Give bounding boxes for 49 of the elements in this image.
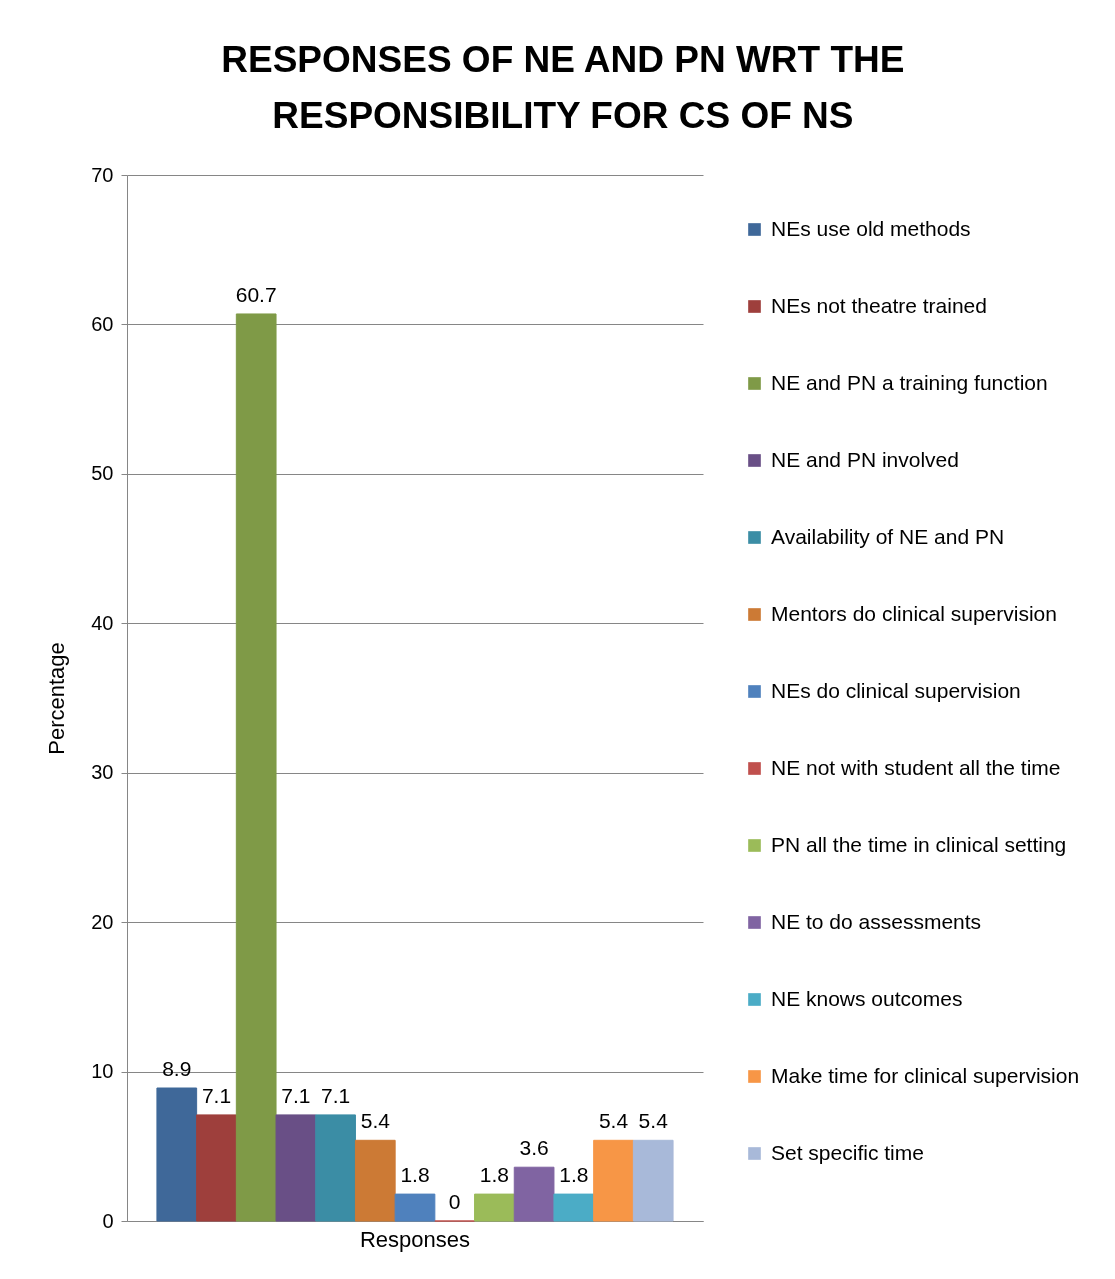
bar <box>632 1139 674 1222</box>
y-tick-label: 70 <box>91 163 114 186</box>
legend-label: NE and PN a training function <box>771 370 1048 394</box>
bar <box>394 1193 436 1222</box>
y-tick-label: 20 <box>91 910 114 933</box>
y-tick-label: 30 <box>91 761 114 784</box>
bar <box>275 1114 317 1222</box>
bar <box>156 1087 198 1222</box>
bar <box>315 1114 356 1222</box>
y-tick-label: 0 <box>102 1209 114 1232</box>
legend-label: NE not with student all the time <box>771 755 1061 779</box>
bar <box>196 1114 237 1222</box>
bar <box>235 313 277 1222</box>
bar <box>513 1166 555 1222</box>
data-label: 5.4 <box>360 1109 391 1133</box>
legend-label: NE to do assessments <box>771 909 982 933</box>
legend-label: Mentors do clinical supervision <box>771 601 1057 625</box>
bar <box>474 1193 515 1222</box>
bar <box>354 1139 396 1222</box>
y-tick-label: 60 <box>91 312 114 335</box>
data-label: 7.1 <box>281 1083 311 1107</box>
y-tick-label: 50 <box>91 462 114 485</box>
x-tick-label: Responses <box>359 1226 471 1252</box>
data-label: 8.9 <box>162 1057 192 1081</box>
data-label: 1.8 <box>479 1163 510 1187</box>
data-label: 5.4 <box>598 1109 629 1133</box>
legend-label: NEs do clinical supervision <box>771 678 1021 702</box>
legend-label: PN all the time in clinical setting <box>771 832 1067 856</box>
legend-label: NEs not theatre trained <box>771 293 987 317</box>
legend-label: Availability of NE and PN <box>771 524 1005 548</box>
data-label: 5.4 <box>638 1109 669 1133</box>
data-label: 7.1 <box>320 1083 351 1107</box>
data-label: 3.6 <box>519 1136 549 1160</box>
legend-label: Set specific time <box>771 1140 924 1164</box>
data-label: 60.7 <box>235 282 277 306</box>
legend-label: NE knows outcomes <box>771 986 963 1010</box>
legend-label: NEs use old methods <box>771 216 971 240</box>
data-label: 0 <box>448 1190 461 1213</box>
chart-title: RESPONSES OF NE AND PN WRT THE RESPONSIBILITY FOR CS OF NS <box>221 39 905 136</box>
data-label: 1.8 <box>559 1163 589 1187</box>
y-axis-title: Percentage <box>44 642 70 755</box>
data-label: 1.8 <box>400 1163 430 1187</box>
legend-label: Make time for clinical supervision <box>771 1063 1080 1087</box>
bar <box>593 1139 634 1222</box>
data-label: 7.1 <box>201 1083 232 1107</box>
bar <box>553 1193 595 1222</box>
legend-label: NE and PN involved <box>771 447 959 471</box>
y-tick-label: 10 <box>91 1060 114 1083</box>
y-tick-label: 40 <box>91 611 114 634</box>
